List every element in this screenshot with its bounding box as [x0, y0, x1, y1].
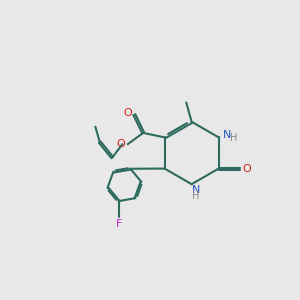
Text: H: H: [230, 133, 237, 143]
Text: F: F: [116, 219, 122, 229]
Text: N: N: [192, 184, 200, 194]
Text: H: H: [192, 191, 200, 201]
Text: O: O: [117, 139, 126, 148]
Text: O: O: [242, 164, 251, 174]
Text: N: N: [223, 130, 231, 140]
Text: O: O: [123, 108, 132, 118]
